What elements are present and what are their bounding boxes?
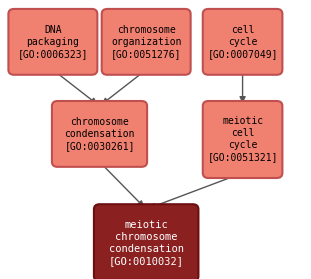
Text: chromosome
condensation
[GO:0030261]: chromosome condensation [GO:0030261] [64,117,135,151]
FancyBboxPatch shape [94,204,198,279]
Text: chromosome
organization
[GO:0051276]: chromosome organization [GO:0051276] [111,25,181,59]
FancyBboxPatch shape [52,101,147,167]
Text: meiotic
cell
cycle
[GO:0051321]: meiotic cell cycle [GO:0051321] [207,117,278,162]
FancyBboxPatch shape [203,9,282,75]
FancyBboxPatch shape [102,9,191,75]
Text: cell
cycle
[GO:0007049]: cell cycle [GO:0007049] [207,25,278,59]
FancyBboxPatch shape [8,9,97,75]
Text: meiotic
chromosome
condensation
[GO:0010032]: meiotic chromosome condensation [GO:0010… [109,220,184,266]
Text: DNA
packaging
[GO:0006323]: DNA packaging [GO:0006323] [18,25,88,59]
FancyBboxPatch shape [203,101,282,178]
